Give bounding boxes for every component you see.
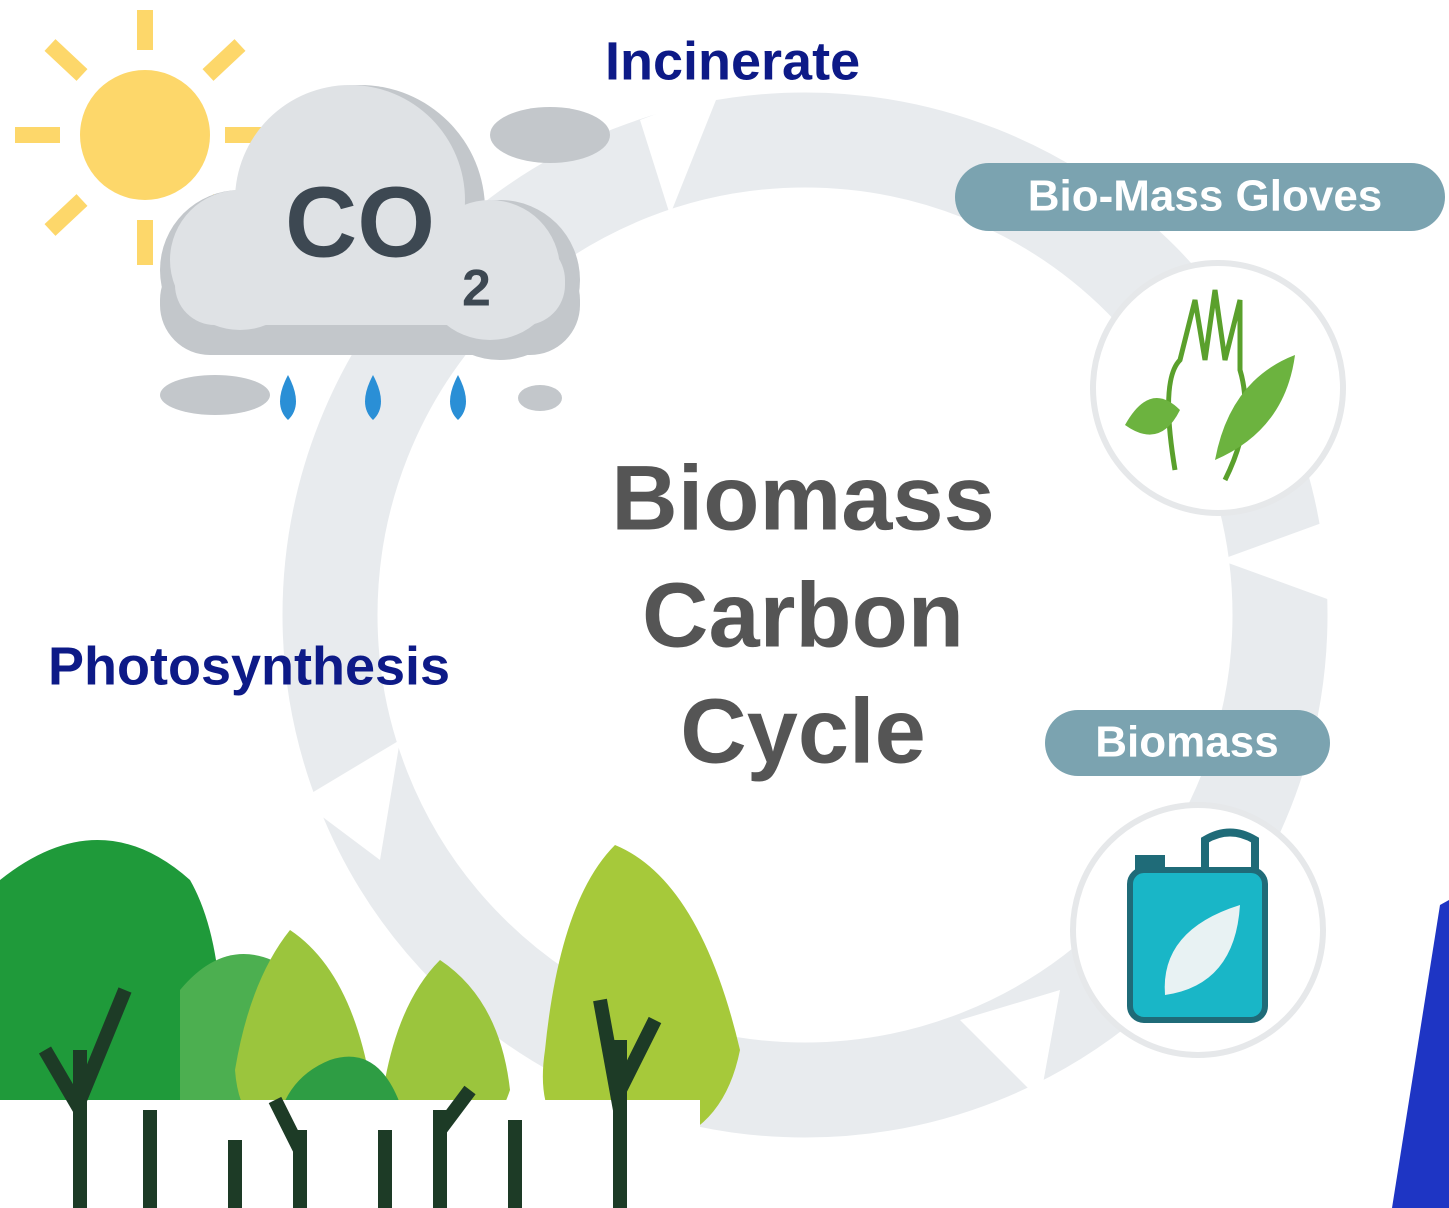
title-line: Biomass — [611, 447, 995, 549]
cloud-text: CO — [285, 166, 435, 278]
gloves-icon — [1093, 263, 1343, 513]
step-label: Incinerate — [605, 31, 860, 91]
title-line: Cycle — [680, 680, 926, 782]
badge-text: Bio-Mass Gloves — [1028, 172, 1383, 221]
cloud-subscript: 2 — [462, 260, 491, 318]
title-line: Carbon — [642, 564, 964, 666]
fuel-icon — [1073, 805, 1323, 1055]
diagram: CO 2 Incinerate Photosynthesis Bio-Mass … — [0, 0, 1449, 1208]
badge-text: Biomass — [1095, 718, 1278, 767]
step-label: Photosynthesis — [48, 636, 450, 696]
corner-accent — [1392, 900, 1449, 1208]
